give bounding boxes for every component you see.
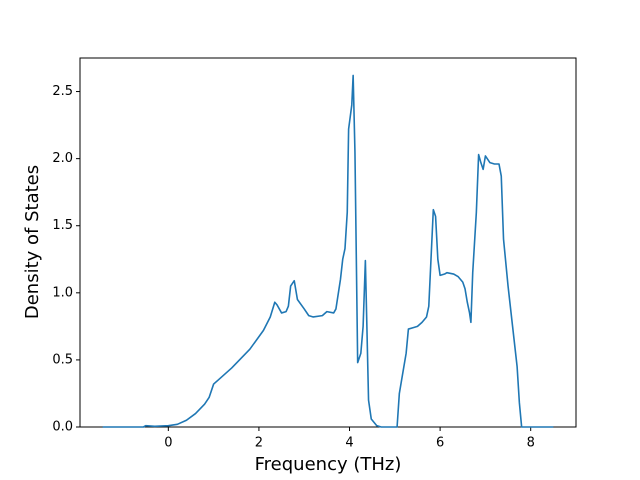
axes-frame xyxy=(79,57,577,428)
x-tick-label: 2 xyxy=(255,436,263,451)
x-tick-label: 8 xyxy=(527,436,535,451)
y-axis-label: Density of States xyxy=(22,165,43,319)
y-tick-label: 1.5 xyxy=(52,218,73,233)
y-tick-label: 0.5 xyxy=(52,352,73,367)
y-tick-label: 2.5 xyxy=(52,84,73,99)
data-line xyxy=(102,74,554,428)
x-axis-label: Frequency (THz) xyxy=(255,454,402,475)
y-tick-label: 0.0 xyxy=(52,420,73,435)
y-tick-label: 2.0 xyxy=(52,151,73,166)
x-tick-label: 4 xyxy=(345,436,353,451)
x-tick-label: 0 xyxy=(164,436,172,451)
y-tick-label: 1.0 xyxy=(52,285,73,300)
x-tick-label: 6 xyxy=(436,436,444,451)
